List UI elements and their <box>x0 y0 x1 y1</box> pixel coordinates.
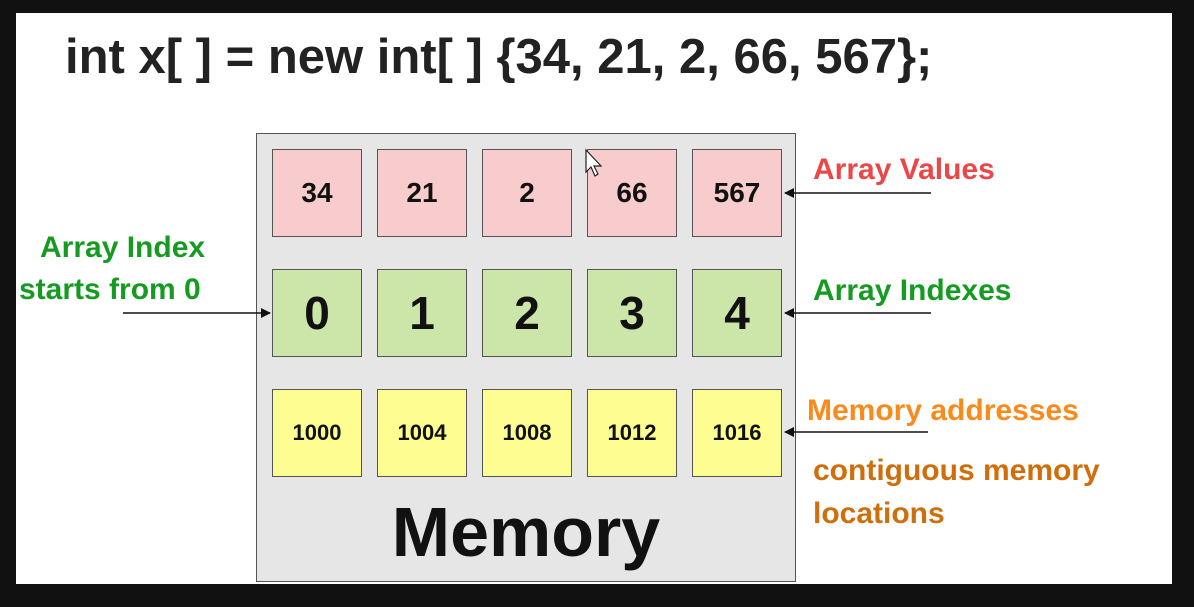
contiguous-label-line1: contiguous memory <box>813 454 1100 487</box>
value-cell: 66 <box>587 149 677 237</box>
value-cell: 21 <box>377 149 467 237</box>
address-cell: 1016 <box>692 389 782 477</box>
array-values-label: Array Values <box>813 153 995 186</box>
contiguous-label-line2: locations <box>813 497 945 530</box>
index-start-label-line2: starts from 0 <box>19 273 201 306</box>
value-cell: 34 <box>272 149 362 237</box>
index-cell: 0 <box>272 269 362 357</box>
address-cell: 1008 <box>482 389 572 477</box>
memory-label: Memory <box>391 493 661 571</box>
index-cell: 4 <box>692 269 782 357</box>
memory-addresses-label: Memory addresses <box>807 394 1079 427</box>
code-title: int x[ ] = new int[ ] {34, 21, 2, 66, 56… <box>65 30 933 84</box>
array-indexes-label: Array Indexes <box>813 274 1012 307</box>
index-start-label-line1: Array Index <box>40 231 206 264</box>
value-cell: 2 <box>482 149 572 237</box>
slide: int x[ ] = new int[ ] {34, 21, 2, 66, 56… <box>16 13 1172 584</box>
index-cell: 2 <box>482 269 572 357</box>
address-cell: 1000 <box>272 389 362 477</box>
value-cell: 567 <box>692 149 782 237</box>
address-cell: 1004 <box>377 389 467 477</box>
index-cell: 1 <box>377 269 467 357</box>
memory-block: 34 21 2 66 567 0 1 2 3 4 1000 1004 1008 … <box>256 133 796 582</box>
mouse-cursor-icon <box>585 148 603 177</box>
index-cell: 3 <box>587 269 677 357</box>
address-cell: 1012 <box>587 389 677 477</box>
